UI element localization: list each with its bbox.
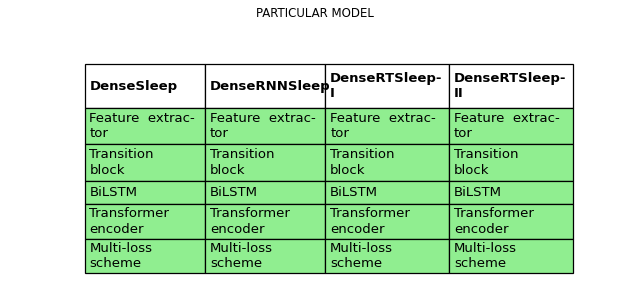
Text: BiLSTM: BiLSTM: [210, 186, 258, 199]
Bar: [449, 65, 573, 108]
Text: Transition
block: Transition block: [210, 148, 274, 177]
Bar: [325, 238, 449, 273]
Bar: [325, 144, 449, 181]
Text: DenseRTSleep-
I: DenseRTSleep- I: [330, 72, 443, 101]
Bar: [325, 204, 449, 238]
Bar: [205, 204, 325, 238]
Bar: [205, 238, 325, 273]
Text: Transition
block: Transition block: [89, 148, 154, 177]
Bar: [84, 181, 205, 204]
Text: PARTICULAR MODEL: PARTICULAR MODEL: [256, 7, 374, 20]
Text: BiLSTM: BiLSTM: [330, 186, 378, 199]
Text: Transformer
encoder: Transformer encoder: [210, 207, 290, 236]
Text: Multi-loss
scheme: Multi-loss scheme: [89, 242, 152, 270]
Text: Transition
block: Transition block: [454, 148, 518, 177]
Text: Transformer
encoder: Transformer encoder: [89, 207, 169, 236]
Text: Feature  extrac-
tor: Feature extrac- tor: [330, 112, 436, 140]
Text: DenseRNNSleep: DenseRNNSleep: [210, 79, 331, 93]
Bar: [449, 204, 573, 238]
Text: Feature  extrac-
tor: Feature extrac- tor: [454, 112, 559, 140]
Text: DenseRTSleep-
II: DenseRTSleep- II: [454, 72, 566, 101]
Bar: [84, 238, 205, 273]
Text: DenseSleep: DenseSleep: [89, 79, 178, 93]
Bar: [84, 108, 205, 144]
Bar: [205, 65, 325, 108]
Bar: [325, 108, 449, 144]
Text: Multi-loss
scheme: Multi-loss scheme: [454, 242, 517, 270]
Bar: [84, 65, 205, 108]
Bar: [205, 108, 325, 144]
Text: Transformer
encoder: Transformer encoder: [330, 207, 410, 236]
Text: Feature  extrac-
tor: Feature extrac- tor: [89, 112, 195, 140]
Bar: [449, 181, 573, 204]
Bar: [449, 144, 573, 181]
Bar: [205, 144, 325, 181]
Bar: [449, 108, 573, 144]
Text: Transition
block: Transition block: [330, 148, 395, 177]
Bar: [325, 65, 449, 108]
Bar: [84, 204, 205, 238]
Text: Multi-loss
scheme: Multi-loss scheme: [330, 242, 393, 270]
Text: BiLSTM: BiLSTM: [454, 186, 502, 199]
Bar: [325, 181, 449, 204]
Text: BiLSTM: BiLSTM: [89, 186, 137, 199]
Bar: [205, 181, 325, 204]
Bar: [84, 144, 205, 181]
Text: Multi-loss
scheme: Multi-loss scheme: [210, 242, 273, 270]
Bar: [449, 238, 573, 273]
Text: Feature  extrac-
tor: Feature extrac- tor: [210, 112, 316, 140]
Text: Transformer
encoder: Transformer encoder: [454, 207, 534, 236]
